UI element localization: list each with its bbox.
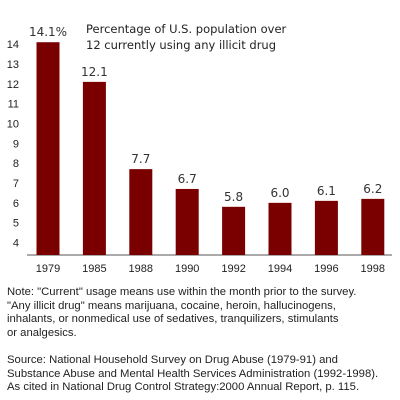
- source-note: Source: National Household Survey on Dru…: [7, 354, 397, 395]
- y-tick-label: 11: [8, 99, 19, 111]
- source-line: As cited in National Drug Control Strate…: [7, 381, 360, 393]
- value-label: 12.1: [81, 65, 108, 79]
- bar-1988: [129, 169, 153, 255]
- source-line: Substance Abuse and Mental Health Servic…: [7, 367, 379, 380]
- y-tick-label: 13: [7, 59, 19, 71]
- y-tick-label: 9: [13, 138, 19, 150]
- bar-chart: Percentage of U.S. population over 12 cu…: [7, 22, 392, 275]
- note-line: or analgesics.: [7, 326, 77, 339]
- x-tick-label: 1998: [361, 263, 385, 275]
- note-line: inhalants, or nonmedical use of sedative…: [7, 313, 339, 325]
- bar-1998: [361, 198, 385, 255]
- value-label: 5.8: [224, 190, 243, 204]
- y-tick-label: 5: [13, 218, 19, 230]
- y-tick-label: 8: [13, 158, 19, 170]
- x-tick-label: 1979: [36, 263, 60, 275]
- note-line: Note: "Current" usage means use within t…: [7, 286, 357, 298]
- note-line: "Any illicit drug" means marijuana, coca…: [7, 299, 336, 312]
- x-tick-label: 1992: [221, 263, 245, 275]
- x-tick-label: 1988: [129, 263, 153, 275]
- y-tick-label: 6: [13, 198, 19, 210]
- y-tick-label: 7: [13, 178, 19, 190]
- usage-note: Note: "Current" usage means use within t…: [7, 286, 397, 340]
- y-tick-label: 4: [13, 238, 19, 250]
- y-tick-label: 14: [7, 39, 19, 51]
- value-label: 6.1: [317, 184, 336, 198]
- value-label: 7.7: [131, 152, 150, 166]
- value-label: 6.7: [178, 172, 197, 186]
- x-tick-label: 1994: [268, 263, 292, 275]
- y-tick-label: 12: [7, 79, 19, 91]
- y-tick-label: 10: [7, 119, 19, 131]
- bar-1990: [175, 188, 199, 255]
- x-tick-label: 1996: [314, 263, 338, 275]
- bar-1996: [314, 200, 338, 255]
- x-tick-label: 1990: [175, 263, 199, 275]
- value-label: 6.0: [270, 186, 289, 200]
- value-label: 14.1%: [29, 25, 67, 39]
- chart-title-line-1: Percentage of U.S. population over: [86, 22, 287, 36]
- x-tick-label: 1985: [82, 263, 106, 275]
- notes-section: Note: "Current" usage means use within t…: [7, 286, 397, 395]
- chart-title-line-2: 12 currently using any illicit drug: [86, 38, 276, 52]
- bar-1994: [268, 202, 292, 255]
- bar-1979: [36, 42, 60, 256]
- source-line: Source: National Household Survey on Dru…: [7, 354, 338, 366]
- value-label: 6.2: [363, 182, 382, 196]
- bar-1992: [222, 206, 246, 255]
- bar-1985: [82, 81, 106, 255]
